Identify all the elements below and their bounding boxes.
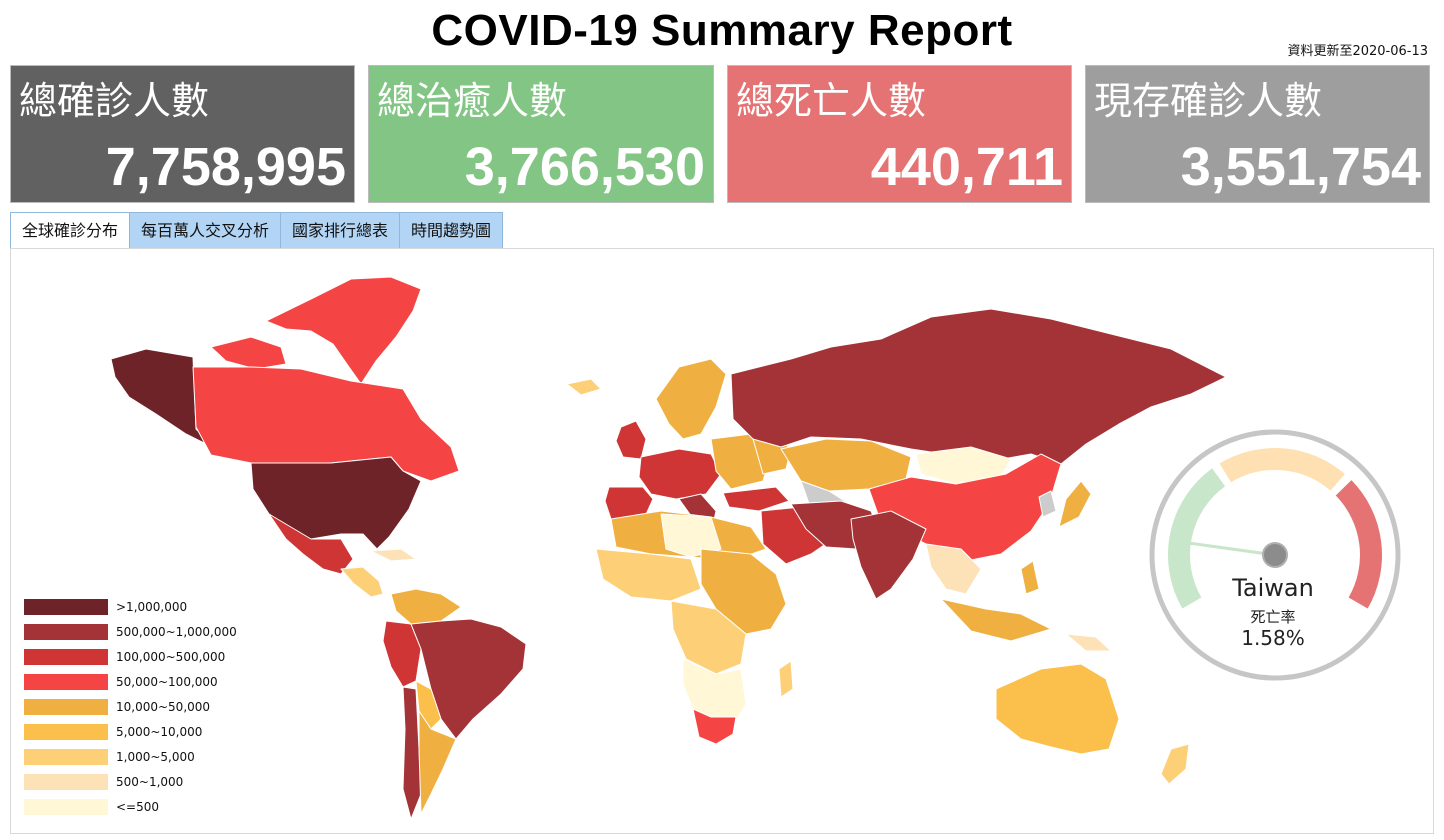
gauge-country-name: Taiwan (1232, 574, 1314, 602)
map-region-uk (615, 420, 647, 460)
map-region-chile (402, 686, 422, 820)
map-region-south-africa (692, 708, 737, 745)
legend-label: <=500 (116, 799, 160, 814)
legend-item: 5,000~10,000 (24, 719, 237, 744)
map-region-east-africa (700, 548, 787, 635)
map-legend: >1,000,000 500,000~1,000,000 100,000~500… (24, 594, 237, 819)
tab-time-trend[interactable]: 時間趨勢圖 (399, 212, 504, 249)
legend-label: 10,000~50,000 (116, 699, 211, 714)
legend-item: 500~1,000 (24, 769, 237, 794)
legend-swatch (24, 773, 108, 790)
map-region-usa (250, 456, 422, 550)
legend-swatch (24, 648, 108, 665)
legend-label: 100,000~500,000 (116, 649, 226, 664)
map-region-india (850, 510, 927, 600)
legend-label: 500~1,000 (116, 774, 184, 789)
legend-swatch (24, 623, 108, 640)
gauge-zone-mid (1219, 448, 1345, 491)
map-region-australia (995, 663, 1120, 755)
data-updated-date: 資料更新至2020-06-13 (1287, 44, 1428, 59)
active-cases-card: 現存確診人數 3,551,754 (1085, 65, 1430, 203)
legend-item: <=500 (24, 794, 237, 819)
active-cases-label: 現存確診人數 (1094, 79, 1323, 123)
map-region-alaska (110, 348, 217, 450)
map-region-new-zealand (1160, 743, 1190, 785)
total-confirmed-card: 總確診人數 7,758,995 (10, 65, 355, 203)
map-region-iceland (566, 378, 602, 396)
legend-item: 100,000~500,000 (24, 644, 237, 669)
gauge-zone-high (1335, 480, 1382, 609)
legend-label: 5,000~10,000 (116, 724, 203, 739)
map-region-japan (1058, 480, 1092, 528)
map-region-northern-south-america (390, 588, 462, 625)
active-cases-value: 3,551,754 (1180, 137, 1421, 197)
map-region-russia (730, 308, 1227, 465)
total-deaths-value: 440,711 (870, 137, 1063, 197)
legend-swatch (24, 748, 108, 765)
map-region-papua (1065, 633, 1112, 652)
map-region-canada (192, 366, 460, 482)
legend-swatch (24, 598, 108, 615)
map-panel (10, 248, 1434, 834)
death-rate-gauge (1149, 429, 1401, 681)
map-region-scandinavia (655, 358, 727, 440)
legend-label: >1,000,000 (116, 599, 188, 614)
legend-swatch (24, 673, 108, 690)
legend-swatch (24, 698, 108, 715)
tab-global-distribution[interactable]: 全球確診分布 (10, 212, 131, 249)
map-region-southeast-asia (925, 543, 982, 595)
map-region-arctic-islands (210, 336, 287, 370)
total-confirmed-value: 7,758,995 (105, 137, 346, 197)
view-tabs: 全球確診分布 每百萬人交叉分析 國家排行總表 時間趨勢圖 (10, 212, 504, 249)
tab-country-ranking[interactable]: 國家排行總表 (280, 212, 401, 249)
total-confirmed-label: 總確診人數 (19, 79, 210, 123)
gauge-metric-value: 1.58% (1241, 626, 1305, 650)
legend-swatch (24, 798, 108, 815)
map-region-argentina (418, 710, 457, 815)
map-region-bolivia-paraguay (415, 680, 442, 730)
map-region-greenland (265, 276, 422, 385)
total-recovered-label: 總治癒人數 (377, 79, 568, 123)
gauge-hub (1262, 542, 1288, 568)
legend-item: >1,000,000 (24, 594, 237, 619)
map-region-madagascar (778, 660, 794, 698)
tab-per-million-analysis[interactable]: 每百萬人交叉分析 (129, 212, 282, 249)
map-region-philippines (1020, 560, 1040, 595)
gauge-needle (1189, 541, 1276, 557)
gauge-zone-low (1168, 468, 1226, 609)
total-recovered-card: 總治癒人數 3,766,530 (368, 65, 714, 203)
legend-item: 50,000~100,000 (24, 669, 237, 694)
world-choropleth-map[interactable] (11, 249, 1433, 833)
map-region-west-africa (595, 548, 702, 602)
total-recovered-value: 3,766,530 (464, 137, 705, 197)
map-region-mexico (268, 513, 354, 575)
legend-label: 1,000~5,000 (116, 749, 195, 764)
gauge-metric-label: 死亡率 (1250, 608, 1296, 626)
map-region-caribbean (370, 548, 417, 562)
total-deaths-card: 總死亡人數 440,711 (727, 65, 1072, 203)
legend-label: 50,000~100,000 (116, 674, 218, 689)
legend-swatch (24, 723, 108, 740)
legend-item: 500,000~1,000,000 (24, 619, 237, 644)
map-region-turkey (722, 486, 790, 512)
legend-item: 10,000~50,000 (24, 694, 237, 719)
page-title: COVID-19 Summary Report (431, 6, 1013, 55)
total-deaths-label: 總死亡人數 (736, 79, 927, 123)
legend-item: 1,000~5,000 (24, 744, 237, 769)
legend-label: 500,000~1,000,000 (116, 624, 237, 639)
map-region-korea (1038, 490, 1057, 518)
map-region-indonesia (940, 598, 1052, 642)
map-region-central-america (340, 566, 384, 598)
map-region-western-europe (638, 448, 722, 500)
map-region-central-africa (670, 600, 747, 675)
